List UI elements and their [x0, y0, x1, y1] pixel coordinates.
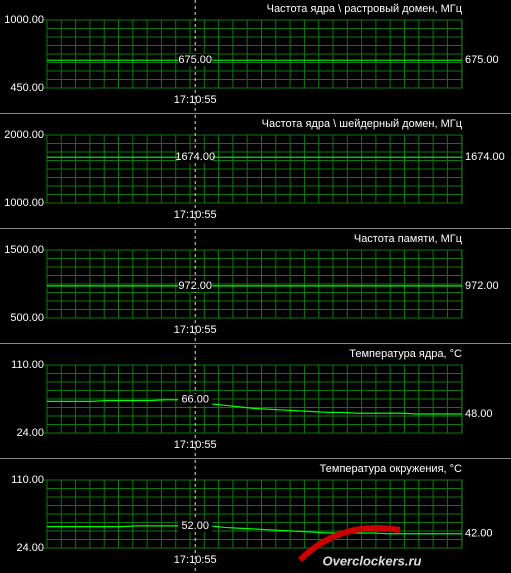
current-value-label: 675.00: [465, 54, 499, 66]
series-line: [47, 525, 462, 535]
chart-title: Частота ядра \ шейдерный домен, МГц: [262, 118, 463, 130]
y-tick-label: 1000.00: [4, 197, 44, 209]
current-value-label: 48.00: [465, 408, 493, 420]
x-tick-label: 17:10:55: [174, 209, 217, 221]
y-tick-label: 24.00: [16, 427, 44, 439]
value-label-bg: [178, 393, 213, 406]
x-tick-label: 17:10:55: [174, 324, 217, 336]
value-label-bg: [178, 279, 213, 292]
chart-title: Частота памяти, МГц: [354, 233, 463, 245]
chart-title: Частота ядра \ растровый домен, МГц: [267, 3, 463, 15]
y-tick-label: 110.00: [11, 474, 44, 486]
cursor-value-label: 972.00: [178, 280, 212, 292]
y-tick-label: 2000.00: [4, 129, 44, 141]
y-tick-label: 1500.00: [4, 244, 44, 256]
cursor-value-label: 1674.00: [175, 151, 215, 163]
x-tick-label: 17:10:55: [174, 439, 217, 451]
series-line: [47, 399, 462, 415]
value-label-bg: [178, 519, 213, 532]
current-value-label: 42.00: [465, 528, 493, 540]
current-value-label: 972.00: [465, 280, 499, 292]
current-value-label: 1674.00: [465, 151, 505, 163]
y-tick-label: 1000.00: [4, 14, 44, 26]
value-label-bg: [178, 151, 213, 164]
value-label-bg: [178, 54, 213, 67]
cursor-value-label: 52.00: [181, 520, 209, 532]
x-tick-label: 17:10:55: [174, 554, 217, 566]
chart-title: Температура ядра, °C: [349, 348, 462, 360]
y-tick-label: 450.00: [10, 82, 44, 94]
watermark: Overclockers.ru: [322, 553, 421, 568]
y-tick-label: 24.00: [16, 542, 44, 554]
cursor-value-label: 66.00: [181, 394, 209, 406]
logo: Overclockers.ru: [297, 525, 422, 568]
y-tick-label: 500.00: [10, 312, 44, 324]
y-tick-label: 110.00: [11, 359, 44, 371]
chart-title: Температура окружения, °C: [320, 463, 462, 475]
logo-swoosh: [297, 525, 401, 563]
cursor-value-label: 675.00: [178, 54, 212, 66]
x-tick-label: 17:10:55: [174, 94, 217, 106]
